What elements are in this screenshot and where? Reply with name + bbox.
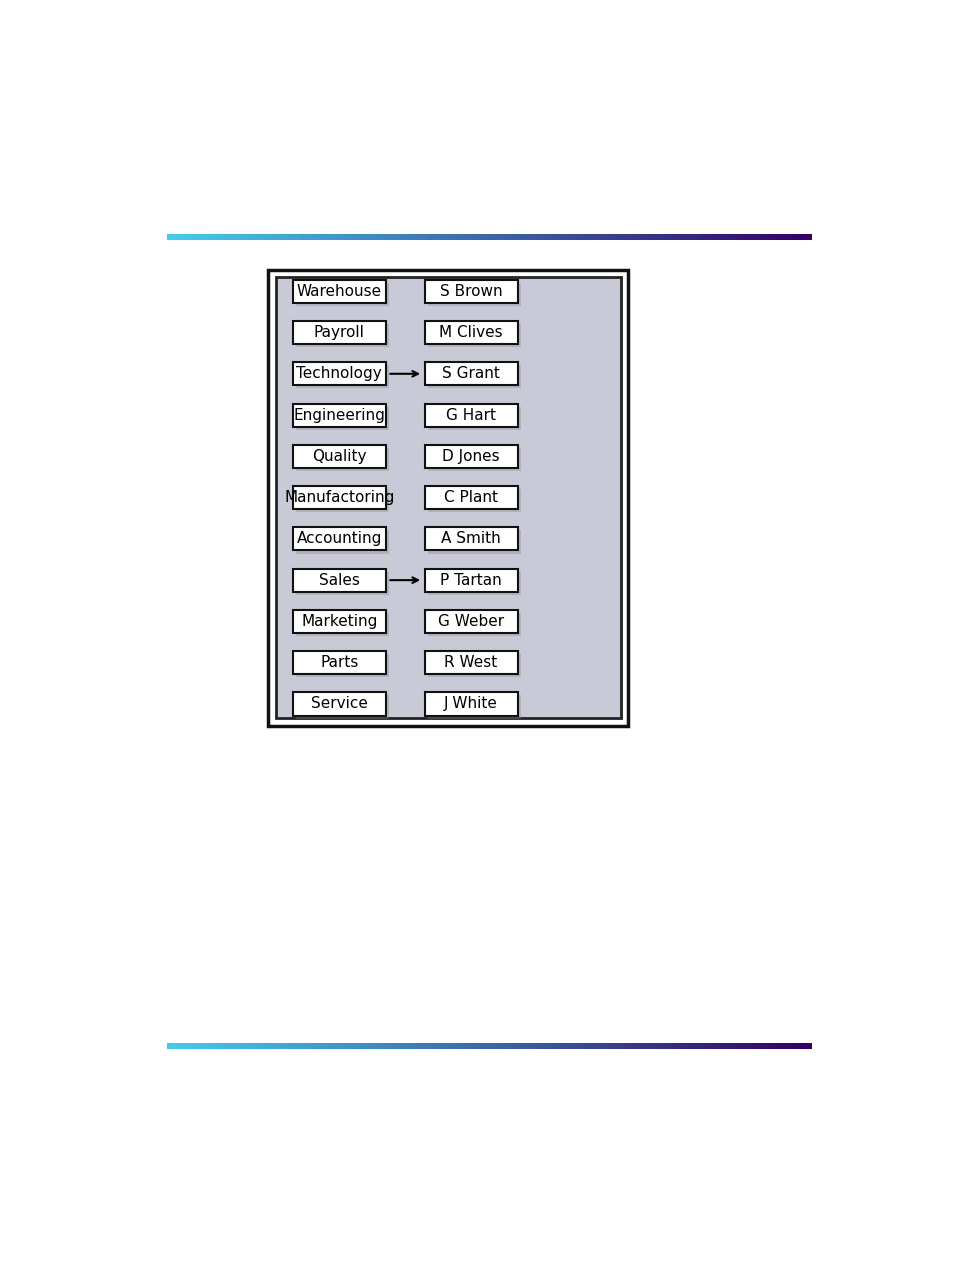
- Bar: [295, 654, 389, 677]
- Text: Manufactoring: Manufactoring: [284, 490, 395, 505]
- Text: Parts: Parts: [320, 655, 358, 670]
- Bar: [424, 609, 517, 633]
- Bar: [295, 448, 389, 471]
- Text: S Grant: S Grant: [441, 366, 499, 382]
- Text: M Clives: M Clives: [438, 326, 502, 340]
- Text: Sales: Sales: [318, 572, 359, 588]
- Text: G Weber: G Weber: [437, 614, 503, 628]
- Bar: [424, 651, 517, 674]
- Bar: [293, 569, 385, 591]
- Text: Technology: Technology: [296, 366, 382, 382]
- Bar: [293, 651, 385, 674]
- Bar: [427, 571, 520, 595]
- Bar: [293, 280, 385, 303]
- Bar: [293, 528, 385, 551]
- Bar: [295, 490, 389, 513]
- Text: Marketing: Marketing: [301, 614, 377, 628]
- Bar: [295, 282, 389, 305]
- Bar: [293, 445, 385, 468]
- Bar: [424, 363, 517, 385]
- Text: Engineering: Engineering: [294, 407, 385, 422]
- Text: J White: J White: [444, 697, 497, 711]
- Text: A Smith: A Smith: [440, 532, 500, 547]
- Text: D Jones: D Jones: [442, 449, 499, 464]
- Bar: [427, 365, 520, 388]
- Bar: [424, 528, 517, 551]
- Text: C Plant: C Plant: [444, 490, 497, 505]
- Bar: [424, 321, 517, 343]
- Text: G Hart: G Hart: [446, 407, 496, 422]
- Bar: [293, 321, 385, 343]
- Text: P Tartan: P Tartan: [439, 572, 501, 588]
- Bar: [295, 696, 389, 719]
- Bar: [427, 490, 520, 513]
- Bar: [427, 324, 520, 347]
- Bar: [424, 280, 517, 303]
- Bar: [293, 403, 385, 426]
- Bar: [424, 445, 517, 468]
- Bar: [293, 486, 385, 509]
- Bar: [295, 571, 389, 595]
- Bar: [293, 692, 385, 716]
- Bar: [295, 613, 389, 636]
- Bar: [427, 613, 520, 636]
- Bar: [427, 654, 520, 677]
- Bar: [427, 530, 520, 553]
- Bar: [293, 609, 385, 633]
- Bar: [275, 277, 620, 717]
- Text: Warehouse: Warehouse: [296, 284, 381, 299]
- Text: Payroll: Payroll: [314, 326, 364, 340]
- Bar: [427, 696, 520, 719]
- Bar: [427, 282, 520, 305]
- Bar: [424, 486, 517, 509]
- Bar: [424, 569, 517, 591]
- Bar: [295, 407, 389, 430]
- Text: Quality: Quality: [312, 449, 366, 464]
- Bar: [424, 403, 517, 426]
- Bar: [427, 448, 520, 471]
- Bar: [427, 407, 520, 430]
- Bar: [295, 365, 389, 388]
- Text: S Brown: S Brown: [439, 284, 502, 299]
- Bar: [424, 692, 517, 716]
- Bar: [295, 530, 389, 553]
- Text: Service: Service: [311, 697, 368, 711]
- Bar: [268, 270, 628, 725]
- Text: Accounting: Accounting: [296, 532, 381, 547]
- Bar: [295, 324, 389, 347]
- Text: R West: R West: [444, 655, 497, 670]
- Bar: [293, 363, 385, 385]
